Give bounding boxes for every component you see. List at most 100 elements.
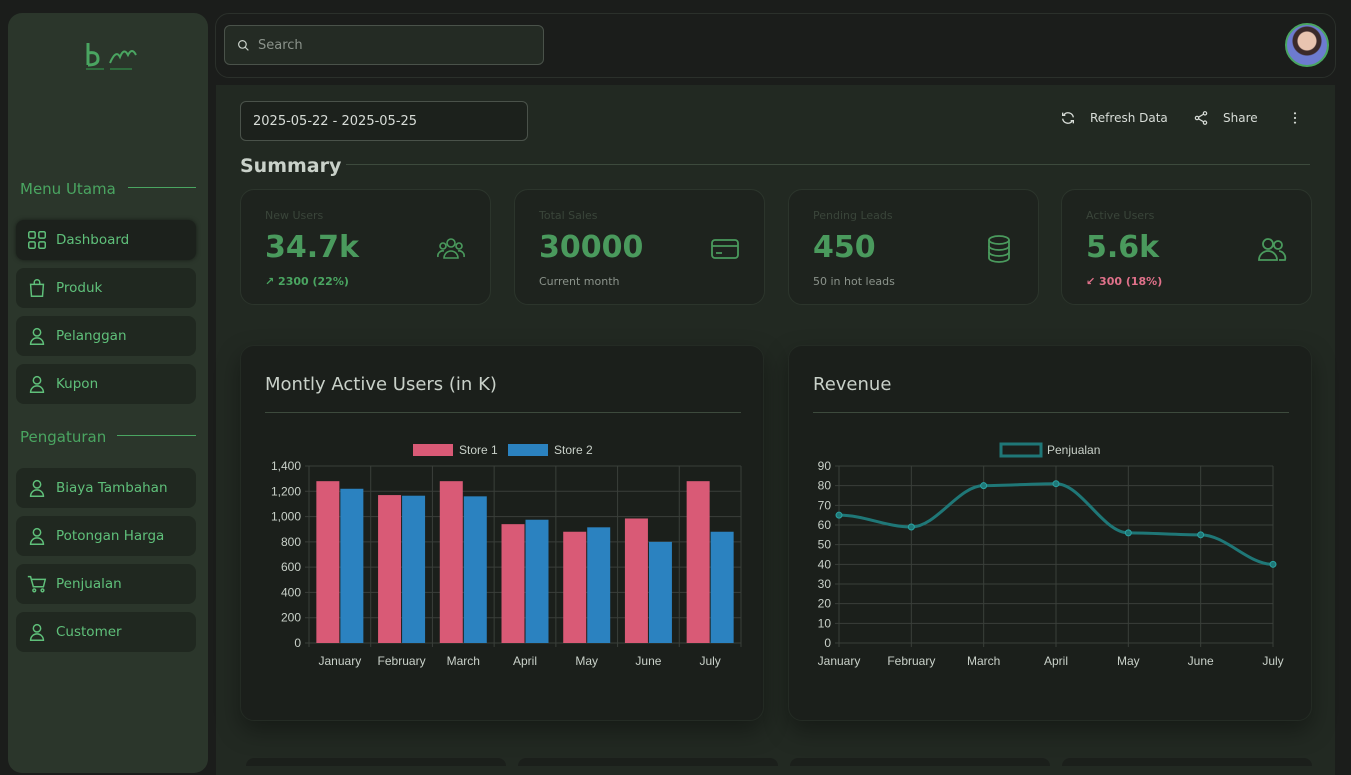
share-icon bbox=[1194, 111, 1208, 125]
card-edge bbox=[1062, 758, 1312, 766]
users-icon bbox=[1258, 238, 1287, 261]
refresh-data-button[interactable]: Refresh Data bbox=[1060, 108, 1168, 128]
user-icon bbox=[29, 327, 45, 345]
data-point bbox=[1197, 531, 1205, 539]
chart-panel-revenue: Revenue 0 10 20 30 40 50 60 70 80 90 January Februa… bbox=[788, 345, 1312, 721]
sidebar-item-customer[interactable]: Customer bbox=[16, 612, 196, 652]
y-tick-label: 10 bbox=[818, 616, 832, 630]
bar bbox=[501, 524, 525, 643]
data-point bbox=[835, 511, 843, 519]
y-tick-label: 80 bbox=[818, 479, 832, 493]
stat-value: 5.6k bbox=[1086, 230, 1160, 265]
stat-value: 30000 bbox=[539, 230, 644, 265]
grid-icon bbox=[28, 231, 46, 249]
y-tick-label: 70 bbox=[818, 498, 832, 512]
data-point bbox=[1124, 529, 1132, 537]
x-tick-label: May bbox=[1117, 654, 1140, 668]
y-tick-label: 1,200 bbox=[271, 484, 301, 498]
bar bbox=[378, 495, 402, 643]
chart-divider bbox=[813, 412, 1289, 413]
x-tick-label: February bbox=[378, 654, 426, 668]
sidebar-item-label: Customer bbox=[56, 624, 122, 640]
sidebar-item-label: Dashboard bbox=[56, 232, 130, 248]
bar bbox=[316, 481, 340, 643]
stat-label: Total Sales bbox=[539, 209, 598, 222]
avatar[interactable] bbox=[1285, 23, 1329, 67]
y-tick-label: 0 bbox=[824, 636, 831, 650]
summary-heading: Summary bbox=[240, 155, 342, 177]
x-tick-label: January bbox=[818, 654, 861, 668]
bar bbox=[648, 541, 672, 643]
credit-card-icon bbox=[711, 239, 739, 259]
date-range-input[interactable]: 2025-05-22 - 2025-05-25 bbox=[240, 101, 528, 141]
bar-chart: 0 200 400 600 800 1,000 1,200 1,400 January Febru… bbox=[271, 443, 742, 668]
sidebar-item-penjualan[interactable]: Penjualan bbox=[16, 564, 196, 604]
sidebar-item-label: Potongan Harga bbox=[56, 528, 165, 544]
brand-logo bbox=[86, 43, 137, 70]
sidebar-item-biaya-tambahan[interactable]: Biaya Tambahan bbox=[16, 468, 196, 508]
data-point bbox=[1052, 480, 1060, 488]
more-options-button[interactable] bbox=[1287, 108, 1317, 128]
stat-card-new-users: New Users 34.7k ↗ 2300 (22%) bbox=[240, 189, 491, 305]
stat-label: Pending Leads bbox=[813, 209, 893, 222]
y-tick-label: 20 bbox=[818, 597, 832, 611]
user-icon bbox=[29, 623, 45, 641]
stat-card-pending-leads: Pending Leads 450 50 in hot leads bbox=[788, 189, 1039, 305]
sidebar-item-label: Produk bbox=[56, 280, 103, 296]
x-tick-label: March bbox=[967, 654, 1000, 668]
user-icon bbox=[29, 375, 45, 393]
chart-title: Montly Active Users (in K) bbox=[265, 374, 497, 395]
chart-divider bbox=[265, 412, 741, 413]
stat-value: 450 bbox=[813, 230, 876, 265]
sidebar-item-label: Kupon bbox=[56, 376, 99, 392]
x-tick-label: April bbox=[513, 654, 537, 668]
date-range-value: 2025-05-22 - 2025-05-25 bbox=[253, 113, 418, 129]
x-tick-label: April bbox=[1044, 654, 1068, 668]
x-tick-label: June bbox=[635, 654, 661, 668]
card-edge bbox=[790, 758, 1050, 766]
sidebar-item-kupon[interactable]: Kupon bbox=[16, 364, 196, 404]
x-tick-label: January bbox=[319, 654, 362, 668]
stat-subtext: 50 in hot leads bbox=[813, 275, 895, 288]
sidebar-item-dashboard[interactable]: Dashboard bbox=[16, 220, 196, 260]
sidebar-item-pelanggan[interactable]: Pelanggan bbox=[16, 316, 196, 356]
share-button[interactable]: Share bbox=[1193, 108, 1258, 128]
chart-panel-monthly-active-users: Montly Active Users (in K) 0 200 400 600 800… bbox=[240, 345, 764, 721]
stat-change: ↗ 2300 (22%) bbox=[265, 275, 349, 288]
shopping-bag-icon bbox=[29, 279, 45, 297]
legend-swatch bbox=[999, 442, 1043, 458]
pengaturan-divider bbox=[117, 435, 196, 436]
bar bbox=[402, 495, 426, 643]
y-tick-label: 600 bbox=[281, 560, 301, 574]
legend-label: Store 1 bbox=[459, 443, 498, 457]
menu-utama-heading: Menu Utama bbox=[20, 180, 116, 198]
data-point bbox=[980, 482, 988, 490]
legend-swatch bbox=[413, 444, 453, 456]
share-label: Share bbox=[1223, 111, 1258, 125]
stat-card-active-users: Active Users 5.6k ↙ 300 (18%) bbox=[1061, 189, 1312, 305]
more-vertical-icon bbox=[1293, 112, 1297, 124]
stat-value: 34.7k bbox=[265, 230, 359, 265]
x-tick-label: July bbox=[1262, 654, 1283, 668]
pengaturan-heading: Pengaturan bbox=[20, 428, 107, 446]
database-icon bbox=[988, 235, 1010, 263]
sidebar-item-produk[interactable]: Produk bbox=[16, 268, 196, 308]
y-tick-label: 0 bbox=[294, 636, 301, 650]
sidebar-item-potongan-harga[interactable]: Potongan Harga bbox=[16, 516, 196, 556]
card-edge bbox=[518, 758, 778, 766]
stat-label: Active Users bbox=[1086, 209, 1155, 222]
x-tick-label: July bbox=[699, 654, 720, 668]
refresh-icon bbox=[1062, 112, 1074, 124]
bar bbox=[525, 519, 549, 643]
bar bbox=[686, 481, 710, 643]
sidebar-item-label: Pelanggan bbox=[56, 328, 127, 344]
y-tick-label: 1,000 bbox=[271, 510, 301, 524]
y-tick-label: 90 bbox=[818, 459, 832, 473]
search-input[interactable] bbox=[258, 37, 528, 53]
bar bbox=[587, 527, 611, 643]
line-chart: 0 10 20 30 40 50 60 70 80 90 January February March A… bbox=[818, 442, 1284, 668]
y-tick-label: 200 bbox=[281, 611, 301, 625]
search-box[interactable] bbox=[224, 25, 544, 65]
legend-swatch bbox=[508, 444, 548, 456]
y-tick-label: 30 bbox=[818, 577, 832, 591]
